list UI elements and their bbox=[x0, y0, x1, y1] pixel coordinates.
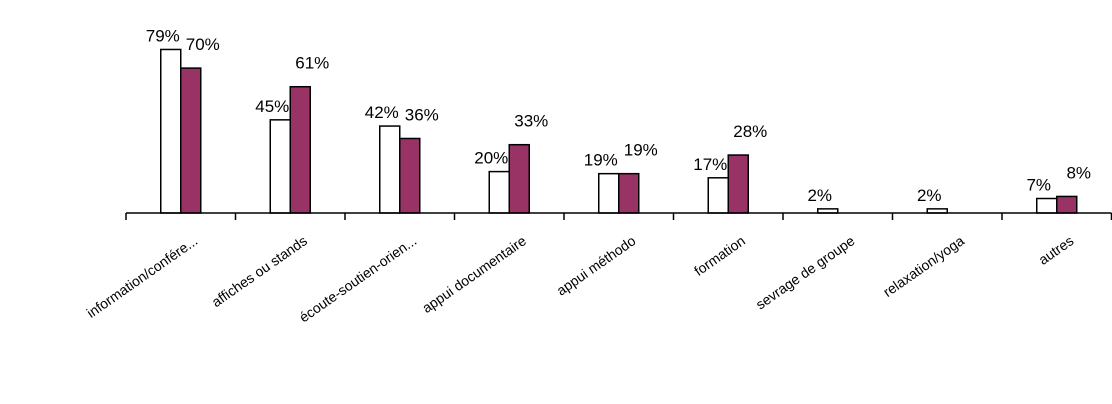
data-label-series1-3: 42% bbox=[365, 103, 399, 122]
data-label-series2-3: 36% bbox=[405, 105, 439, 124]
bar-series1-1 bbox=[160, 48, 182, 214]
bar-series2-6 bbox=[727, 154, 749, 214]
data-label-series1-1: 79% bbox=[146, 26, 180, 45]
data-label-series1-4: 20% bbox=[474, 149, 508, 168]
bar-series2-2 bbox=[289, 85, 311, 214]
data-label-series1-8: 2% bbox=[917, 186, 942, 205]
data-label-series2-9: 8% bbox=[1066, 163, 1091, 182]
bar-series1-4 bbox=[488, 170, 510, 214]
data-label-series2-1: 70% bbox=[186, 35, 220, 54]
data-label-series1-5: 19% bbox=[584, 151, 618, 170]
bar-series2-9 bbox=[1056, 195, 1078, 214]
data-label-series2-6: 28% bbox=[733, 122, 767, 141]
bar-series2-5 bbox=[618, 172, 640, 214]
bar-series1-3 bbox=[379, 125, 401, 214]
data-label-series1-7: 2% bbox=[807, 186, 832, 205]
bar-series2-1 bbox=[180, 67, 202, 214]
bar-series1-2 bbox=[269, 119, 291, 214]
data-label-series1-6: 17% bbox=[693, 155, 727, 174]
data-label-series2-2: 61% bbox=[295, 54, 329, 73]
category-label-6: formation bbox=[691, 232, 748, 279]
category-label-2: affiches ou stands bbox=[209, 232, 310, 310]
category-label-4: appui documentaire bbox=[419, 232, 529, 316]
category-label-7: sevrage de groupe bbox=[753, 232, 858, 312]
bar-series1-5 bbox=[598, 172, 620, 214]
data-label-series1-9: 7% bbox=[1026, 176, 1051, 195]
data-label-series1-2: 45% bbox=[255, 97, 289, 116]
bar-series2-3 bbox=[399, 137, 421, 214]
bar-series1-9 bbox=[1036, 197, 1058, 214]
category-label-3: écoute-soutien-orien... bbox=[296, 232, 419, 325]
data-label-series2-5: 19% bbox=[624, 141, 658, 160]
bar-series1-6 bbox=[707, 177, 729, 214]
category-label-8: relaxation/yoga bbox=[880, 232, 967, 300]
category-label-1: information/confére... bbox=[84, 232, 201, 321]
category-label-5: appui méthodo bbox=[553, 232, 638, 298]
bar-series2-4 bbox=[508, 143, 530, 214]
data-label-series2-4: 33% bbox=[514, 112, 548, 131]
category-label-9: autres bbox=[1035, 232, 1076, 267]
